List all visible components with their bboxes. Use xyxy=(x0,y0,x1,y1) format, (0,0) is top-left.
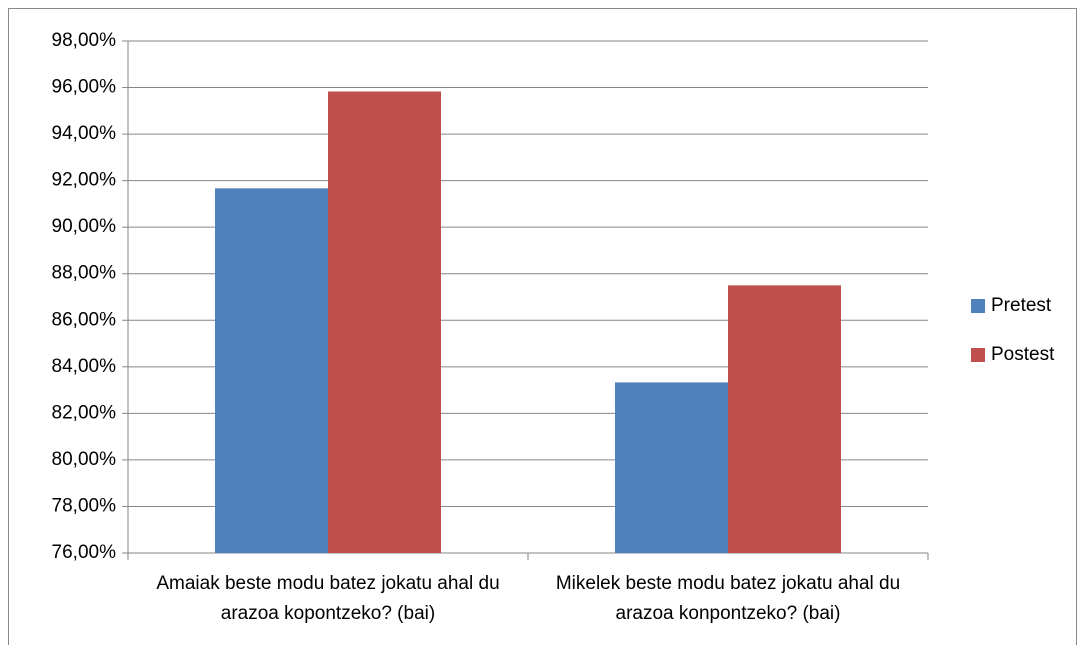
y-tick-label: 80,00% xyxy=(52,449,117,470)
bar xyxy=(328,91,441,553)
y-tick-label: 78,00% xyxy=(52,495,117,516)
legend-swatch xyxy=(971,348,985,362)
bar xyxy=(615,382,728,553)
y-tick-label: 90,00% xyxy=(52,216,117,237)
x-tick-label: Mikelek beste modu batez jokatu ahal du … xyxy=(555,573,901,624)
bar xyxy=(215,188,328,554)
legend-swatch xyxy=(971,299,985,313)
legend-label: Pretest xyxy=(991,295,1052,316)
bar xyxy=(728,285,841,553)
y-tick-label: 76,00% xyxy=(52,542,117,563)
y-tick-label: 84,00% xyxy=(52,356,117,377)
y-tick-label: 94,00% xyxy=(52,123,117,144)
y-tick-label: 88,00% xyxy=(52,263,117,284)
chart-border xyxy=(8,8,1077,645)
y-tick-label: 86,00% xyxy=(52,309,117,330)
y-tick-label: 98,00% xyxy=(52,30,117,51)
legend-label: Postest xyxy=(991,344,1055,365)
x-tick-label: Amaiak beste modu batez jokatu ahal du a… xyxy=(156,573,500,624)
y-tick-label: 92,00% xyxy=(52,170,117,191)
y-tick-label: 82,00% xyxy=(52,402,117,423)
y-tick-label: 96,00% xyxy=(52,77,117,98)
